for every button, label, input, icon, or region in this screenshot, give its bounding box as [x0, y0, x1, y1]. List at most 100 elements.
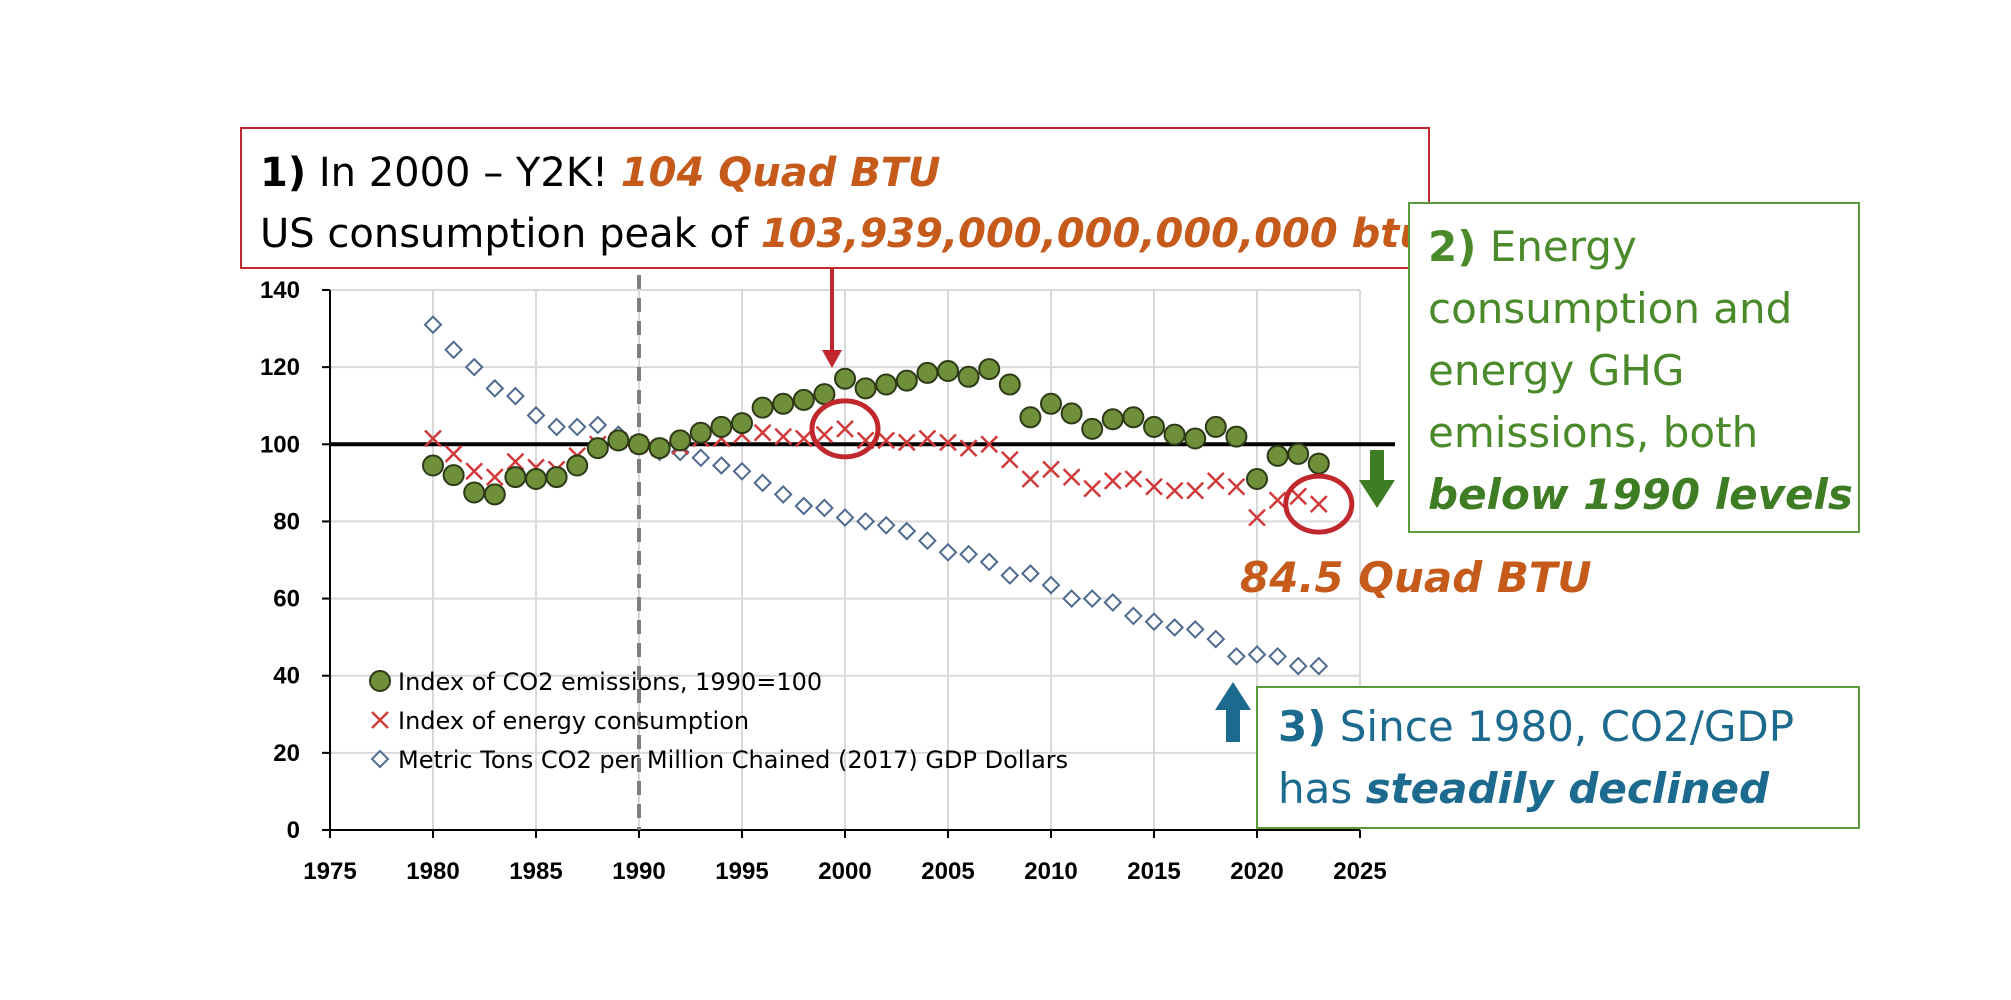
data-point-diamond [1309, 656, 1329, 676]
data-point-diamond [1062, 589, 1082, 608]
annotation-value-104: 104 Quad BTU [620, 150, 941, 196]
annotation-value-btu: 103,939,000,000,000,000 btu [760, 211, 1428, 257]
data-point-diamond [1000, 566, 1020, 585]
annotation-number-1: 1) [260, 150, 307, 196]
data-point-diamond [691, 448, 711, 468]
y-tick-label: 20 [273, 740, 300, 767]
data-point-circle [648, 437, 671, 460]
data-point-diamond [1165, 618, 1185, 637]
x-stroke [856, 431, 875, 450]
data-point-diamond [814, 498, 834, 518]
data-point-circle [978, 358, 1001, 381]
data-point-diamond [588, 415, 608, 435]
x-stroke [1289, 487, 1308, 506]
legend-marker-circle [369, 670, 391, 692]
legend-label: Index of CO2 emissions, 1990=100 [398, 668, 822, 696]
data-point-x [465, 462, 484, 481]
data-point-circle [772, 392, 795, 415]
x-tick-label: 1995 [715, 858, 768, 885]
x-stroke [1083, 479, 1102, 498]
x-tick-label: 1990 [612, 858, 665, 885]
x-stroke [424, 429, 442, 448]
data-point-x [1042, 460, 1060, 479]
x-stroke [1206, 472, 1225, 490]
data-point-circle [525, 468, 547, 490]
data-point-x [918, 429, 937, 448]
data-point-x [1103, 472, 1122, 490]
x-tick-label: 1985 [509, 858, 562, 885]
x-tick-label: 2025 [1333, 858, 1386, 885]
x-tick-label: 2000 [818, 858, 871, 885]
y-tick-label: 120 [260, 354, 300, 381]
data-point-x [506, 452, 525, 471]
x-tick-label: 1980 [406, 858, 459, 885]
data-point-circle [1081, 417, 1104, 440]
arrow-head-green [1359, 480, 1395, 508]
annotation-line-1: 1) In 2000 – Y2K! 104 Quad BTU [260, 143, 1428, 204]
data-point-x [959, 439, 978, 458]
data-point-x [444, 445, 463, 463]
data-point-circle [751, 396, 774, 419]
legend: Index of CO2 emissions, 1990=100 Index of… [369, 668, 1068, 774]
data-point-circle [731, 412, 753, 435]
data-point-diamond [1206, 629, 1226, 649]
x-stroke [1021, 470, 1040, 488]
data-point-circle [442, 464, 465, 487]
legend-marker-diamond [370, 749, 390, 769]
data-point-diamond [464, 357, 484, 377]
x-stroke [897, 433, 916, 452]
highlight-circle-2000 [809, 398, 881, 460]
annotation-text-peak: US consumption peak of [260, 211, 761, 257]
data-point-circle [1101, 408, 1124, 431]
x-stroke [444, 445, 463, 463]
data-point-circle [1060, 402, 1083, 425]
data-point-diamond [876, 515, 896, 535]
data-point-diamond [1082, 589, 1102, 608]
data-point-x [753, 423, 772, 442]
data-point-diamond [835, 508, 855, 527]
annotation-box-below-1990: 2) Energy consumption and energy GHG emi… [1408, 202, 1860, 533]
data-point-circle [1266, 444, 1289, 467]
data-point-x [1289, 487, 1308, 506]
data-point-circle [669, 429, 692, 452]
annotation-emphasis-declined: steadily declined [1365, 764, 1770, 813]
data-point-circle [1225, 425, 1248, 448]
legend-marker-x [371, 711, 389, 729]
data-point-x [1124, 470, 1143, 488]
x-tick-label: 2020 [1230, 858, 1283, 885]
x-stroke [753, 423, 772, 442]
annotation-emphasis-below: below 1990 levels [1428, 470, 1853, 519]
data-point-x [1000, 450, 1019, 469]
annotation-text-y2k: In 2000 – Y2K! [306, 150, 621, 196]
data-point-diamond [959, 544, 979, 564]
data-point-circle [504, 466, 527, 489]
annotation-shapes [809, 262, 1395, 742]
data-point-circle [854, 377, 877, 400]
y-tick-label: 40 [273, 663, 300, 690]
x-stroke [506, 452, 525, 471]
data-point-diamond [1288, 656, 1308, 676]
x-stroke [1000, 450, 1019, 469]
x-stroke [465, 462, 484, 481]
legend-label: Index of energy consumption [398, 707, 749, 735]
data-point-diamond [547, 417, 567, 437]
data-point-x [1206, 472, 1225, 490]
data-point-circle [422, 454, 444, 477]
axes [322, 289, 1361, 838]
data-point-circle [1040, 392, 1062, 415]
data-point-diamond [1020, 564, 1040, 583]
x-stroke [1309, 495, 1328, 513]
data-point-diamond [505, 386, 525, 406]
x-stroke [815, 425, 834, 444]
annotation-box-declined: 3) Since 1980, CO2/GDP has steadily decl… [1256, 686, 1860, 829]
data-point-diamond [979, 552, 999, 572]
x-tick-label: 2015 [1127, 858, 1180, 885]
data-point-x [836, 419, 854, 438]
data-point-diamond [794, 496, 814, 516]
data-point-circle [998, 373, 1021, 396]
y-tick-label: 140 [260, 277, 300, 304]
data-point-circle [566, 454, 589, 477]
data-point-circle [1307, 452, 1330, 475]
data-point-circle [545, 466, 568, 489]
